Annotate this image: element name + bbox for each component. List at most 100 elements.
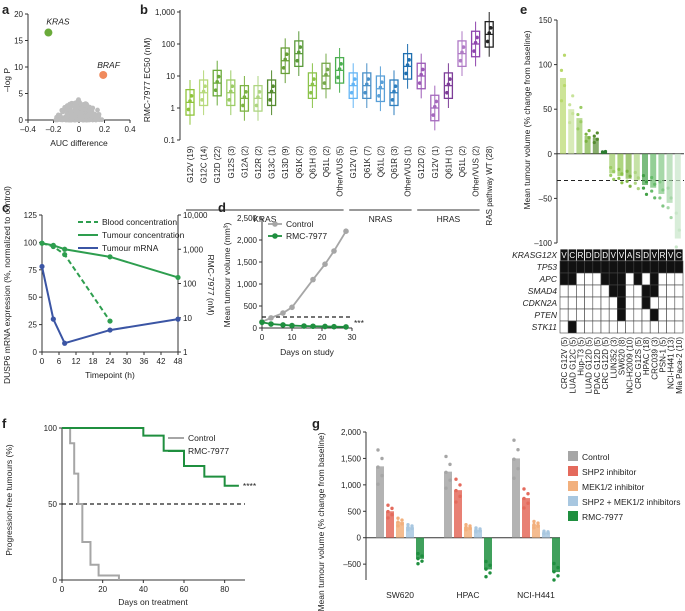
panel-a-point-braf: [99, 70, 108, 79]
panel-d-series-point: [259, 319, 265, 326]
panel-g-legend-swatch: [568, 466, 578, 476]
panel-g-legend-label: MEK1/2 inhibitor: [582, 482, 645, 492]
panel-e-gene-cell: [617, 272, 626, 286]
panel-e-kras-letter: D: [594, 251, 600, 260]
panel-e-model-label: NCI-H2009 (10): [626, 337, 635, 394]
panel-b-category-label: G12D (2): [417, 146, 426, 179]
panel-e-gene-cell: [633, 320, 643, 334]
panel-b-ylabel: RMC-7977 EC50 (nM): [142, 38, 152, 123]
panel-e-kras-letter: V: [561, 251, 567, 260]
panel-e-model-label: HPAC (18): [642, 337, 651, 375]
panel-a-bg-point: [80, 107, 86, 112]
panel-b-point: [433, 104, 437, 109]
panel-b-category-label: G13D (9): [281, 146, 290, 179]
panel-g-group-label: NCI-H441: [517, 590, 555, 600]
panel-e-gene-cell: [559, 260, 569, 274]
panel-e-gene-cell: [567, 320, 577, 334]
panel-b-point: [325, 67, 330, 72]
panel-b-point: [295, 58, 300, 63]
panel-e-gene-cell: [600, 320, 610, 334]
panel-a-xlabel: AUC difference: [50, 138, 108, 148]
panel-a: a –log P –0.4 –0.2 0 0.2 0.4 0 5 10 15 20 KRAS BR…: [2, 2, 136, 148]
panel-b-point: [324, 72, 328, 77]
panel-e-gene-cell: [576, 284, 585, 298]
panel-a-xtick-label: 0: [77, 125, 82, 134]
panel-c-xtick-label: 12: [72, 357, 81, 366]
panel-d-ytick-label: 1,000: [237, 280, 258, 289]
panel-g-letter: g: [312, 416, 320, 431]
panel-e-point: [592, 134, 596, 138]
panel-f-ylabel: Progression-free tumours (%): [4, 444, 14, 556]
panel-e-bar: [633, 153, 640, 181]
panel-d-series-point: [310, 323, 316, 330]
panel-d-ytick-label: 1,500: [237, 258, 258, 267]
panel-e-ytick-label: 150: [539, 16, 553, 25]
panel-a-label-braf: BRAF: [97, 60, 120, 70]
panel-f-xtick-label: 20: [98, 585, 107, 594]
panel-g-point: [380, 456, 384, 461]
panel-b-point: [377, 94, 381, 98]
panel-c: c DUSP6 mRNA expression (%, normalized t…: [2, 186, 216, 384]
panel-b-point: [352, 77, 357, 81]
panel-b-category-label: Q61H (1): [444, 146, 453, 179]
panel-e-bar: [658, 153, 665, 194]
panel-g-point: [532, 526, 536, 530]
panel-e-point: [641, 174, 646, 178]
panel-a-bg-point: [95, 117, 101, 122]
panel-d-legend-marker: [272, 221, 278, 227]
panel-c-y2tick-label: 10: [183, 314, 192, 323]
panel-g-point: [416, 562, 420, 566]
panel-c-letter: c: [2, 200, 9, 215]
panel-e-gene-cell: [633, 260, 643, 274]
panel-d-xlabel: Days on study: [280, 347, 335, 357]
panel-e-point: [562, 83, 567, 88]
panel-b-point: [310, 82, 315, 87]
panel-b-point: [366, 77, 371, 81]
panel-g-legend-label: SHP2 + MEK1/2 inhibitors: [582, 497, 681, 507]
panel-b-category-label: Other/VUS (5): [336, 146, 345, 197]
panel-e-point: [669, 215, 673, 220]
panel-c-series-point: [62, 246, 68, 252]
panel-e-gene-cell: [600, 296, 610, 310]
panel-e-ylabel: Mean tumour volume (% change from baseli…: [522, 30, 532, 209]
panel-e-gene-label: TP53: [537, 262, 558, 272]
panel-g-ytick-label: 500: [348, 507, 362, 516]
panel-g-point: [556, 565, 560, 570]
panel-e-bar: [568, 109, 575, 154]
panel-e-point: [584, 132, 588, 136]
panel-e-point: [612, 177, 616, 181]
panel-e-point: [658, 180, 662, 184]
panel-e-kras-letter: S: [635, 251, 640, 260]
panel-g-point: [468, 524, 472, 528]
panel-e-model-label: LUN352 (3): [609, 337, 618, 379]
panel-e-point: [592, 140, 596, 145]
panel-e-gene-cell: [625, 308, 635, 322]
panel-g-point: [454, 488, 458, 493]
panel-d-series-point: [280, 310, 286, 316]
panel-g-legend-swatch: [568, 481, 578, 491]
panel-b-point: [460, 50, 464, 55]
panel-e-gene-cell: [641, 320, 651, 334]
panel-c-series-point: [39, 263, 45, 270]
panel-f-ytick-label: 50: [48, 500, 57, 509]
panel-g-point: [410, 526, 414, 531]
panel-e-point: [628, 174, 632, 178]
panel-e-point: [644, 180, 649, 184]
panel-e-bar: [576, 118, 583, 154]
panel-e-gene-cell: [600, 260, 610, 274]
panel-b-point: [256, 95, 260, 99]
panel-g-bar: [386, 511, 394, 538]
panel-e-kras-letter: C: [676, 251, 682, 260]
panel-e-point: [559, 68, 564, 72]
panel-e-gene-cell: [567, 296, 577, 310]
panel-e-gene-cell: [625, 284, 635, 298]
panel-b-point: [417, 81, 422, 85]
panel-g-bar: [542, 532, 550, 538]
panel-g-group-label: SW620: [386, 590, 414, 600]
panel-e-gene-label: PTEN: [534, 310, 558, 320]
panel-g-point: [400, 522, 404, 526]
panel-b-point: [215, 79, 219, 84]
panel-g-point: [454, 477, 458, 481]
panel-b-point: [297, 50, 301, 55]
panel-b-point: [312, 77, 316, 81]
